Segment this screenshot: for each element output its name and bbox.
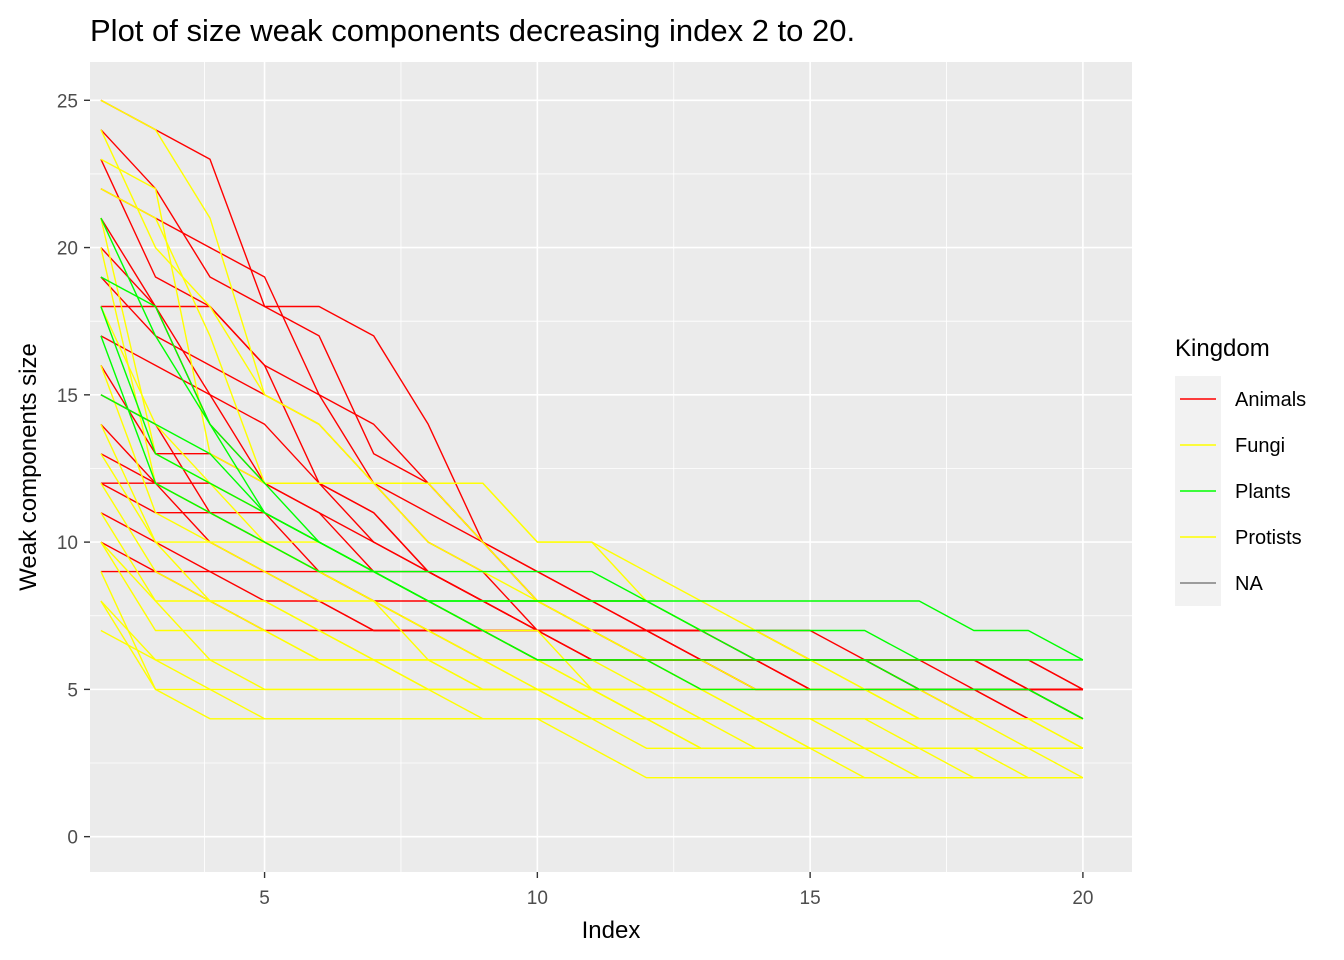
y-tick-label: 0	[67, 828, 78, 849]
legend-label-na: NA	[1235, 573, 1263, 595]
series-line-plants	[100, 335, 1084, 720]
x-tick-label: 20	[1072, 888, 1093, 909]
grid-minor	[90, 62, 1132, 872]
legend: Kingdom Animals Fungi Plants Protists NA	[1175, 335, 1306, 606]
series-line-plants	[100, 217, 1084, 661]
grid-major	[90, 62, 1132, 872]
y-axis-ticks: 0 5 10 15 20 25	[57, 91, 90, 849]
y-tick-label: 20	[57, 239, 78, 260]
legend-label-fungi: Fungi	[1235, 435, 1285, 457]
x-axis-title: Index	[582, 917, 641, 944]
y-axis-title: Weak components size	[15, 343, 42, 591]
legend-label-protists: Protists	[1235, 527, 1302, 549]
series-layer	[100, 99, 1084, 779]
legend-entries: Animals Fungi Plants Protists NA	[1175, 376, 1306, 606]
x-tick-label: 5	[259, 888, 270, 909]
chart-title: Plot of size weak components decreasing …	[90, 13, 855, 48]
legend-title: Kingdom	[1175, 335, 1270, 362]
y-tick-label: 5	[67, 680, 78, 701]
legend-label-plants: Plants	[1235, 481, 1291, 503]
x-axis-ticks: 5 10 15 20	[259, 872, 1093, 909]
series-line-protists	[100, 129, 1083, 720]
plot-panel	[90, 62, 1132, 872]
legend-label-animals: Animals	[1235, 389, 1306, 411]
series-line-fungi	[100, 600, 1083, 779]
x-tick-label: 15	[800, 888, 821, 909]
series-line-plants	[100, 306, 1083, 661]
y-tick-label: 10	[57, 533, 78, 554]
y-tick-label: 15	[57, 386, 78, 407]
y-tick-label: 25	[57, 91, 78, 112]
x-tick-label: 10	[527, 888, 548, 909]
